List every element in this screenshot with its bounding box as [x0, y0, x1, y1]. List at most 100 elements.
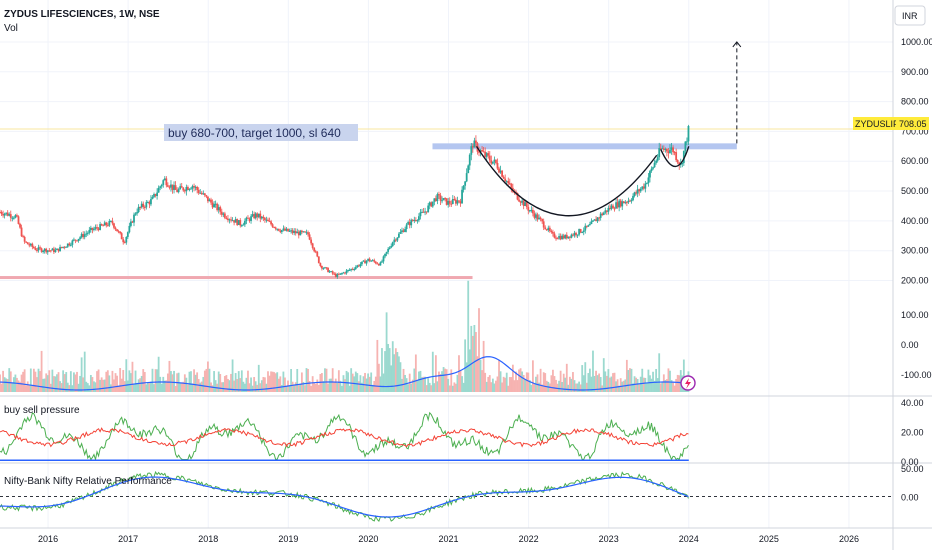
- volume-bar: [327, 383, 329, 392]
- volume-bar: [350, 368, 353, 392]
- candle-body: [544, 227, 547, 230]
- candle-body: [673, 152, 676, 154]
- candle-body: [505, 181, 508, 183]
- candle-body: [60, 246, 63, 248]
- volume-bar: [667, 368, 670, 392]
- candle-body: [621, 201, 624, 207]
- candle-body: [548, 227, 551, 232]
- volume-bar: [666, 379, 668, 392]
- volume-bar: [377, 363, 380, 392]
- candle-body: [490, 160, 493, 164]
- candle-body: [188, 188, 191, 190]
- candle-body: [462, 185, 465, 190]
- candle-body: [79, 237, 81, 239]
- candle-body: [424, 211, 426, 213]
- volume-bar: [57, 372, 60, 392]
- volume-bar: [588, 368, 591, 392]
- volume-bar: [234, 373, 237, 392]
- candle-body: [496, 162, 499, 169]
- candle-body: [398, 233, 400, 238]
- volume-bar: [80, 357, 83, 392]
- volume-bar: [53, 376, 55, 392]
- candle-body: [681, 162, 684, 164]
- volume-bar: [528, 380, 531, 392]
- volume-bar: [341, 385, 343, 392]
- candle-body: [656, 157, 659, 161]
- candle-body: [396, 237, 399, 241]
- candle-body: [498, 168, 500, 173]
- candle-body: [163, 178, 166, 181]
- candle-body: [174, 185, 177, 190]
- candle-body: [146, 202, 149, 204]
- candle-body: [331, 271, 334, 274]
- candle-body: [619, 200, 622, 207]
- candle-body: [313, 247, 316, 252]
- candle-body: [334, 273, 337, 277]
- volume-bar: [565, 363, 568, 392]
- candle-body: [642, 186, 645, 189]
- candle-body: [636, 189, 639, 194]
- candle-body: [532, 209, 534, 214]
- volume-bar: [97, 369, 100, 392]
- volume-bar: [247, 370, 249, 392]
- candle-body: [632, 195, 634, 201]
- volume-bar: [273, 372, 276, 392]
- volume-bar: [644, 377, 647, 392]
- volume-bar: [402, 368, 405, 392]
- candle-body: [555, 237, 557, 239]
- volume-bar: [585, 382, 588, 392]
- candle-body: [231, 220, 234, 222]
- volume-bar: [0, 374, 1, 392]
- candle-body: [290, 230, 292, 232]
- volume-bar: [504, 377, 507, 392]
- candle-body: [559, 236, 562, 240]
- relative-pane: [0, 470, 893, 522]
- candle-body: [97, 228, 100, 230]
- candle-body: [625, 202, 628, 204]
- volume-bar: [3, 377, 6, 392]
- candle-body: [325, 267, 328, 269]
- candle-body: [647, 177, 650, 184]
- volume-bar: [676, 374, 679, 392]
- candle-body: [177, 189, 180, 193]
- volume-bar: [220, 382, 223, 392]
- currency-button[interactable]: [894, 5, 926, 26]
- volume-bar: [96, 371, 98, 392]
- candle-body: [439, 195, 442, 201]
- candle-body: [233, 220, 236, 223]
- volume-bar: [345, 370, 348, 392]
- volume-bar: [664, 379, 667, 392]
- candle-body: [8, 214, 11, 216]
- volume-bar: [498, 359, 500, 392]
- volume-bar: [128, 370, 131, 392]
- volume-bar: [618, 385, 621, 392]
- candle-body: [502, 176, 505, 179]
- volume-bar: [265, 383, 268, 392]
- candle-body: [160, 184, 163, 187]
- volume-bar: [133, 383, 135, 392]
- volume-bar: [568, 376, 571, 392]
- candle-body: [123, 242, 126, 244]
- volume-bar: [207, 361, 209, 392]
- candle-body: [43, 248, 46, 252]
- candle-body: [622, 201, 625, 204]
- volume-bar: [291, 381, 294, 392]
- candle-body: [481, 150, 483, 152]
- candle-body: [422, 211, 425, 213]
- candle-body: [545, 229, 548, 231]
- volume-bar: [66, 382, 69, 392]
- volume-bar: [102, 379, 105, 392]
- candle-body: [473, 140, 476, 148]
- volume-bar: [313, 382, 316, 392]
- volume-bar: [493, 383, 496, 392]
- volume-bar: [317, 384, 320, 392]
- candle-body: [562, 235, 565, 239]
- candle-body: [430, 202, 433, 207]
- candle-body: [73, 239, 75, 241]
- time-tick-label: 2020: [358, 534, 378, 544]
- volume-bar: [114, 373, 117, 392]
- candle-body: [528, 210, 531, 212]
- volume-bar: [388, 348, 391, 392]
- candle-body: [368, 258, 371, 261]
- volume-bar: [530, 384, 533, 392]
